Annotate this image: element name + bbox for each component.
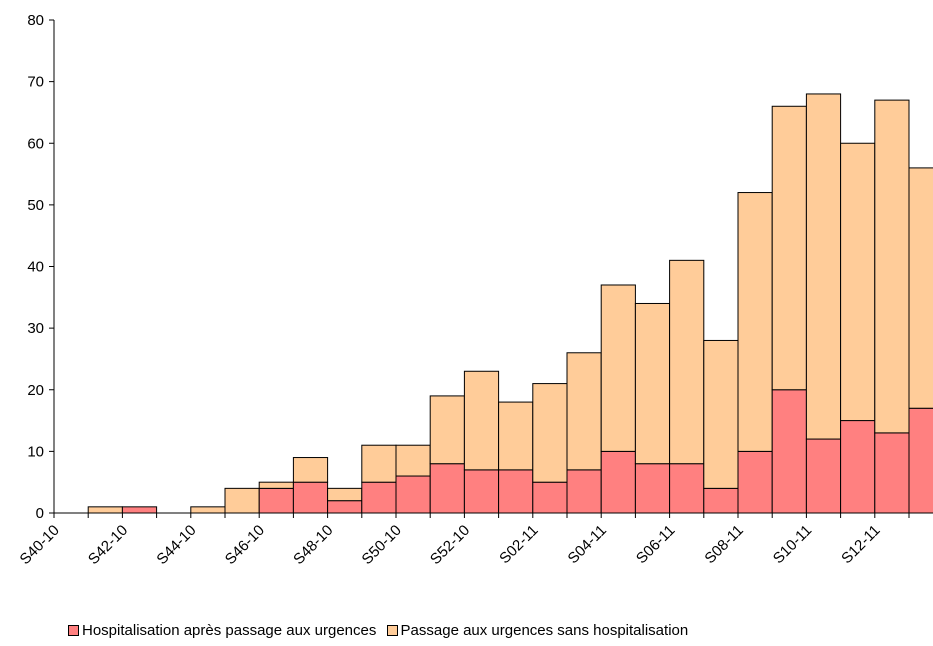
y-tick-label: 0 <box>36 505 44 522</box>
bar-S06-11-series-0 <box>669 463 705 514</box>
bar-S46-10-series-1 <box>258 481 294 489</box>
bar-S03-11-series-0 <box>566 469 602 514</box>
bar-S50-10-series-1 <box>395 444 431 477</box>
bar-S09-11-series-0 <box>771 389 807 514</box>
bars-group <box>87 93 933 514</box>
bar-S51-10-series-1 <box>429 395 465 465</box>
legend-swatch-hospitalisation <box>68 625 79 636</box>
bar-S06-11-series-1 <box>669 259 705 465</box>
bar-S52-10-series-1 <box>463 370 500 471</box>
bar-S42-10-series-0 <box>121 506 158 514</box>
y-tick-label: 50 <box>27 197 44 214</box>
bar-S01-11-series-1 <box>498 401 534 471</box>
bar-S50-10-series-0 <box>395 475 431 514</box>
bar-S12-11-series-0 <box>874 432 910 514</box>
bar-S48-10-series-1 <box>327 487 363 502</box>
x-tick-label: S40-10 <box>17 522 63 568</box>
bar-S44-10-series-1 <box>190 506 226 514</box>
legend-swatch-passage <box>386 625 398 636</box>
x-tick-label: S46-10 <box>222 522 268 568</box>
bar-S02-11-series-0 <box>532 481 568 514</box>
x-tick-label: S50-10 <box>359 522 405 568</box>
bar-S07-11-series-0 <box>703 487 739 514</box>
bar-S13-11-series-0 <box>908 407 933 514</box>
x-tick-label: S02-11 <box>496 522 541 567</box>
bar-S05-11-series-0 <box>634 463 671 514</box>
bar-S13-11-series-1 <box>908 167 933 409</box>
bar-S04-11-series-1 <box>600 284 636 452</box>
bar-S05-11-series-1 <box>634 302 671 465</box>
bar-S01-11-series-0 <box>498 469 534 514</box>
y-tick-label: 10 <box>27 443 44 460</box>
bar-S11-11-series-1 <box>840 142 876 422</box>
bar-S10-11-series-0 <box>805 438 842 514</box>
legend: Hospitalisation après passage aux urgenc… <box>68 622 694 640</box>
x-tick-label: S48-10 <box>290 522 336 568</box>
bar-S08-11-series-0 <box>737 450 773 514</box>
legend-label-passage: Passage aux urgences sans hospitalisatio… <box>400 622 689 639</box>
bar-S07-11-series-1 <box>703 339 739 489</box>
legend-item-passage: Passage aux urgences sans hospitalisatio… <box>386 622 689 639</box>
x-tick-label: S06-11 <box>633 522 678 567</box>
bar-S04-11-series-0 <box>600 450 636 514</box>
y-tick-label: 60 <box>27 135 44 152</box>
y-tick-label: 30 <box>27 320 44 337</box>
bar-S47-10-series-0 <box>292 481 329 514</box>
bar-S08-11-series-1 <box>737 192 773 452</box>
y-tick-label: 80 <box>27 12 44 29</box>
bar-S46-10-series-0 <box>258 487 294 514</box>
legend-item-hospitalisation: Hospitalisation après passage aux urgenc… <box>68 622 376 639</box>
bar-S51-10-series-0 <box>429 463 465 514</box>
x-tick-label: S44-10 <box>153 522 199 568</box>
bar-S49-10-series-1 <box>361 444 397 483</box>
bar-S12-11-series-1 <box>874 99 910 434</box>
legend-label-hospitalisation: Hospitalisation après passage aux urgenc… <box>82 622 377 639</box>
bar-S03-11-series-1 <box>566 352 602 471</box>
bar-S02-11-series-1 <box>532 383 568 483</box>
bar-S52-10-series-0 <box>463 469 500 514</box>
y-tick-label: 70 <box>27 74 44 91</box>
x-tick-label: S12-11 <box>838 522 883 567</box>
bar-S45-10-series-1 <box>224 487 260 514</box>
bar-S48-10-series-0 <box>327 500 363 514</box>
bar-S47-10-series-1 <box>292 457 329 483</box>
bar-S09-11-series-1 <box>771 105 807 391</box>
bar-S10-11-series-1 <box>805 93 842 440</box>
x-tick-label: S08-11 <box>701 522 746 567</box>
bar-S49-10-series-0 <box>361 481 397 514</box>
y-ticks-group: 0 10 20 30 40 50 60 70 80 <box>27 12 54 522</box>
x-tick-label: S04-11 <box>565 522 610 567</box>
x-tick-label: S52-10 <box>427 522 473 568</box>
bar-S11-11-series-0 <box>840 420 876 514</box>
x-tick-label: S10-11 <box>770 522 815 567</box>
bar-S41-10-series-1 <box>87 506 123 514</box>
x-tick-label: S42-10 <box>85 522 131 568</box>
y-tick-label: 20 <box>27 382 44 399</box>
x-ticks-group: S40-10 S42-10 S44-10 S46-10 S48-10 S50-10 S52-… <box>17 513 910 568</box>
y-tick-label: 40 <box>27 259 44 276</box>
